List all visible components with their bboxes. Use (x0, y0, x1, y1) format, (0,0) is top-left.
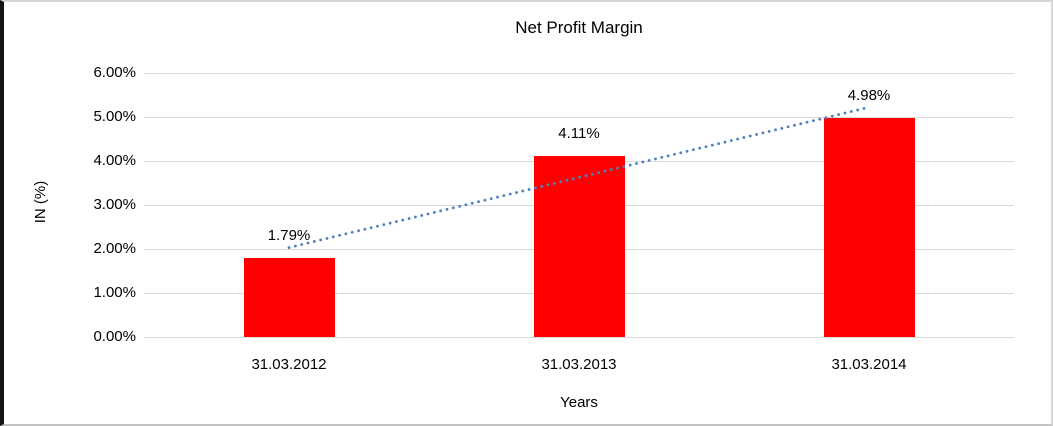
bar-31.03.2013 (533, 156, 625, 337)
y-axis-tick-label: 2.00% (93, 240, 136, 257)
x-axis-tick-label: 31.03.2012 (251, 356, 327, 373)
chart-title: Net Profit Margin (515, 18, 643, 37)
data-label: 4.11% (558, 125, 600, 143)
data-label: 4.98% (847, 86, 891, 104)
gridline (144, 336, 1014, 338)
bar-31.03.2012 (243, 258, 335, 337)
y-axis-tick-label: 4.00% (93, 152, 136, 169)
x-axis-tick-label: 31.03.2013 (541, 356, 617, 373)
gridline (144, 72, 1014, 74)
y-axis-tick-label: 5.00% (93, 108, 136, 125)
y-axis-tick-label: 6.00% (93, 64, 136, 81)
x-axis-tick-label: 31.03.2014 (831, 356, 907, 373)
bar-31.03.2014 (823, 117, 915, 337)
data-label: 1.79% (267, 227, 311, 245)
y-axis-tick-label: 3.00% (93, 196, 136, 213)
x-axis-title: Years (560, 394, 598, 411)
y-axis-tick-label: 0.00% (93, 328, 136, 345)
plot-area: 0.00% 1.00% 2.00% 3.00% 4.00% 5.00% 6.00% 1.79%… (4, 2, 1051, 424)
y-axis-tick-label: 1.00% (93, 284, 136, 301)
